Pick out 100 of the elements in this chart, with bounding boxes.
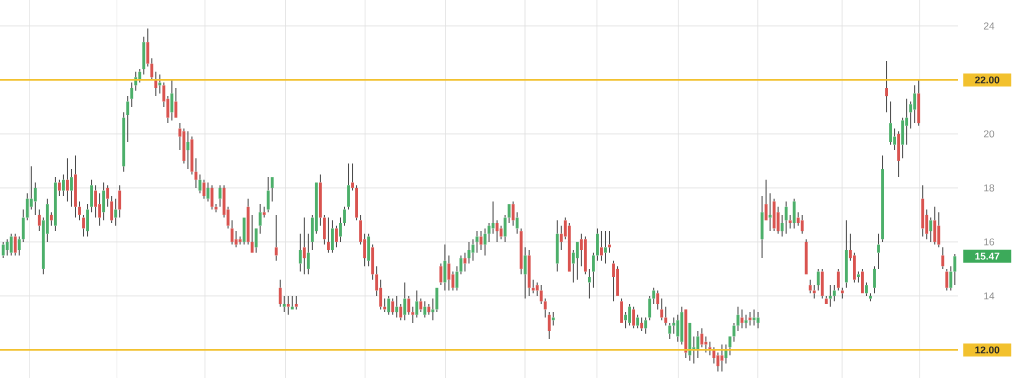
candlestick [90, 179, 93, 213]
candlestick [885, 60, 888, 113]
candlestick [258, 203, 262, 235]
candlestick [720, 344, 724, 373]
candlestick [527, 249, 531, 297]
candlestick [523, 246, 527, 300]
text: 15.47 [975, 252, 1000, 260]
candlestick [447, 254, 451, 292]
candlestick [142, 36, 146, 76]
candlestick [547, 311, 551, 340]
candlestick [881, 155, 884, 243]
candlestick [652, 287, 656, 305]
candlestick [98, 192, 102, 227]
candlestick [122, 111, 126, 173]
candlestick [716, 352, 720, 373]
y-tick-label: 18 [984, 184, 995, 192]
candlestick [760, 195, 764, 259]
candlestick [917, 79, 921, 127]
candlestick [130, 82, 134, 108]
candlestick [941, 246, 945, 270]
candlestick [302, 217, 306, 275]
candlestick [712, 346, 716, 364]
candlestick [953, 253, 957, 286]
candlestick [70, 168, 73, 208]
candlestick [768, 192, 772, 232]
candlestick [395, 295, 399, 319]
candlestick [836, 268, 840, 292]
candlestick [118, 184, 122, 219]
candlestick [411, 306, 415, 324]
candlestick [503, 214, 507, 243]
candlestick [278, 279, 282, 308]
candlestick [86, 203, 89, 238]
candlestick [33, 182, 37, 216]
candlestick [182, 128, 186, 165]
candlestick [94, 184, 98, 219]
candlestick [664, 306, 668, 327]
candlestick [511, 200, 515, 227]
candlestick [298, 233, 302, 273]
candlestick [788, 214, 792, 229]
candlestick [282, 295, 286, 313]
candlestick [668, 322, 672, 340]
candlestick [491, 200, 495, 235]
candlestick [234, 230, 238, 248]
candlestick [772, 198, 776, 232]
candlestick [331, 219, 334, 254]
candlestick [796, 211, 800, 227]
candlestick [37, 209, 41, 232]
y-tick-label: 14 [984, 292, 995, 300]
candlestick [57, 179, 61, 197]
candlestick [443, 244, 447, 292]
candlestick [945, 268, 949, 292]
candlestick [913, 84, 917, 124]
candlestick [53, 176, 57, 232]
candlestick [612, 260, 615, 302]
candlestick [672, 317, 676, 335]
candlestick [262, 206, 266, 219]
candlestick [519, 227, 523, 275]
ref-line-label: 12.00 [975, 346, 1000, 354]
candlestick [170, 79, 174, 121]
candlestick [431, 298, 435, 321]
candlestick [423, 300, 427, 319]
candlestick [102, 182, 106, 221]
y-tick-label: 16 [984, 238, 995, 246]
candlestick [367, 233, 371, 267]
candlestick [82, 214, 85, 238]
candlestick [865, 281, 868, 297]
candlestick [587, 268, 591, 300]
candlestick [873, 265, 876, 294]
candlestick [74, 155, 77, 219]
candlestick [600, 230, 603, 262]
candlestick [877, 233, 880, 270]
candlestick [676, 314, 680, 343]
candlestick [921, 184, 925, 238]
candlestick [832, 284, 836, 302]
candlestick [439, 263, 443, 286]
candlestick [286, 295, 290, 316]
candlestick [246, 198, 250, 246]
candlestick [427, 303, 431, 316]
candlestick [226, 206, 230, 229]
candlestick [62, 173, 65, 197]
candlestick [5, 238, 9, 256]
candlestick [816, 268, 820, 292]
candlestick [415, 290, 419, 319]
y-tick-label: 24 [983, 22, 995, 30]
candlestick [351, 163, 354, 192]
candlestick [186, 130, 190, 170]
candlestick [704, 335, 708, 354]
candlestick [114, 198, 118, 227]
candlestick [403, 281, 407, 321]
candlestick [680, 306, 684, 346]
candlestick [21, 209, 25, 243]
candlestick [515, 211, 519, 235]
candlestick [604, 230, 607, 265]
candlestick [459, 254, 463, 275]
candlestick [499, 225, 503, 240]
candlestick [318, 173, 322, 227]
candlestick [110, 195, 114, 224]
candlestick [596, 227, 599, 262]
candlestick [539, 284, 543, 305]
ref-line-label: 22.00 [975, 76, 1000, 84]
